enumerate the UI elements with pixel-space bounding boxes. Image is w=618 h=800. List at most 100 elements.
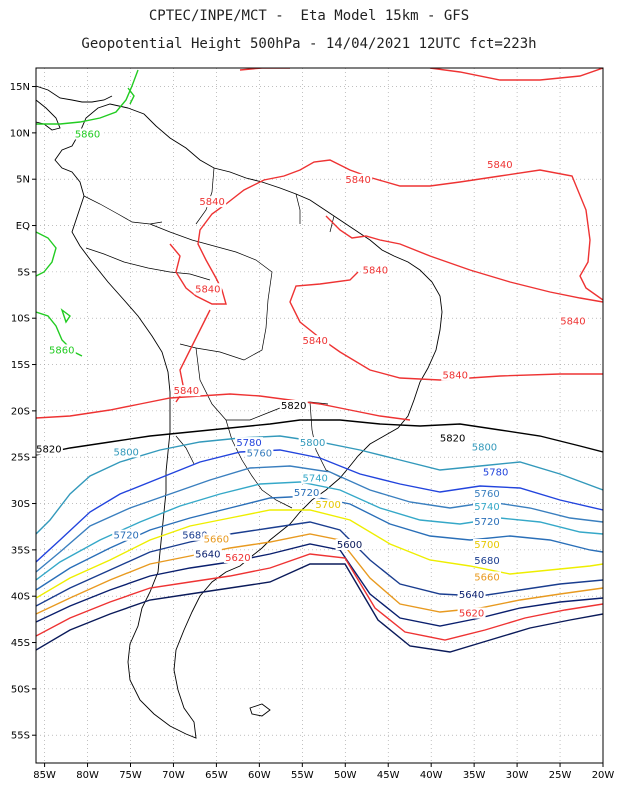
- contour-5800: [36, 435, 603, 535]
- lat-tick-label: 15S: [11, 360, 30, 371]
- contour-label: 5720: [113, 531, 138, 542]
- lon-tick-label: 35W: [463, 770, 486, 781]
- contour-5840-north: [239, 68, 603, 81]
- lat-tick-label: 35S: [11, 545, 30, 556]
- contour-label: 5680: [474, 556, 499, 567]
- contour-label-bg: [457, 589, 486, 601]
- lat-tick-label: 55S: [11, 731, 30, 742]
- contour-label-bg: [473, 488, 502, 500]
- contour-label: 5840: [443, 370, 468, 381]
- contour-label: 5840: [199, 197, 224, 208]
- contour-label: 5740: [474, 502, 499, 513]
- contour-label: 5600: [337, 540, 362, 551]
- contour-label: 5820: [36, 445, 61, 456]
- contour-label-bg: [292, 487, 321, 499]
- map-subtitle: Geopotential Height 500hPa - 14/04/2021 …: [81, 36, 537, 52]
- contour-label-bg: [172, 385, 201, 397]
- contour-label-bg: [202, 533, 231, 545]
- contour-label: 5840: [487, 160, 512, 171]
- contour-5660: [36, 533, 603, 615]
- falkland-islands: [249, 703, 271, 717]
- contour-label-bg: [301, 472, 330, 484]
- contour-label-bg: [112, 446, 141, 458]
- contour-label: 5640: [195, 549, 220, 560]
- map-frame: [35, 67, 604, 764]
- lon-tick-label: 85W: [33, 770, 56, 781]
- south-america-coast: [54, 103, 443, 739]
- contour-label: 5760: [474, 489, 499, 500]
- lat-tick-label: 5S: [17, 267, 30, 278]
- contour-label: 5620: [459, 609, 484, 620]
- map-title: CPTEC/INPE/MCT - Eta Model 15km - GFS: [148, 8, 470, 24]
- contour-label-bg: [335, 539, 364, 551]
- contour-5620: [36, 553, 603, 641]
- contour-label: 5780: [483, 468, 508, 479]
- contour-label: 5820: [440, 433, 465, 444]
- contour-label: 5660: [474, 572, 499, 583]
- lon-tick-label: 30W: [506, 770, 529, 781]
- contour-label: 5860: [49, 345, 74, 356]
- lat-tick-label: 30S: [11, 499, 30, 510]
- contour-label: 5860: [75, 130, 100, 141]
- lat-tick-label: 20S: [11, 406, 30, 417]
- contour-label: 5800: [300, 438, 325, 449]
- contour-label: 5720: [294, 488, 319, 499]
- contour-label-bg: [485, 159, 514, 171]
- contour-5780: [36, 449, 603, 563]
- lon-tick-label: 40W: [420, 770, 443, 781]
- contour-5860-north: [36, 69, 139, 125]
- lon-tick-label: 70W: [162, 770, 185, 781]
- contour-label: 5840: [174, 386, 199, 397]
- contour-label-bg: [473, 539, 502, 551]
- contour-5700: [36, 509, 603, 599]
- contour-5820-red: [36, 393, 411, 421]
- contour-label-bg: [441, 369, 470, 381]
- contour-label-bg: [473, 515, 502, 527]
- contour-label-bg: [470, 441, 499, 453]
- lat-tick-label: 5N: [16, 175, 30, 186]
- contour-label-bg: [344, 173, 373, 185]
- contour-5840-main: [169, 159, 603, 305]
- contour-label-bg: [473, 554, 502, 566]
- contour-labels: 5860 5860 5840 5840 5840 5840 5840 5840 5840 5840…: [34, 128, 587, 620]
- contour-5640: [36, 543, 603, 627]
- contour-label: 5840: [560, 317, 585, 328]
- contour-label-bg: [558, 315, 587, 327]
- contour-label-bg: [112, 529, 141, 541]
- lat-tick-label: 45S: [11, 638, 30, 649]
- contour-label-bg: [457, 607, 486, 619]
- contour-label-bg: [473, 501, 502, 513]
- contour-label-bg: [361, 264, 390, 276]
- contour-label: 5840: [195, 284, 220, 295]
- lon-tick-label: 55W: [291, 770, 314, 781]
- contour-label-bg: [301, 335, 330, 347]
- contour-label: 5620: [225, 553, 250, 564]
- contour-label-bg: [279, 400, 308, 412]
- contour-label-bg: [47, 344, 76, 356]
- contour-label-bg: [245, 447, 274, 459]
- contour-label: 5840: [363, 266, 388, 277]
- contour-label: 5700: [315, 500, 340, 511]
- contour-label-bg: [235, 437, 264, 449]
- contour-label: 5640: [459, 590, 484, 601]
- lat-tick-label: 15N: [10, 82, 30, 93]
- lon-tick-label: 65W: [205, 770, 228, 781]
- lat-tick-label: 50S: [11, 684, 30, 695]
- lat-tick-label: EQ: [16, 221, 30, 232]
- axis-ticks: 85W 80W 75W 70W 65W 60W 55W 50W 45W 40W 35W 30W 25W 2…: [10, 82, 615, 781]
- contour-label: 5820: [281, 401, 306, 412]
- lat-tick-label: 25S: [11, 453, 30, 464]
- contour-5680: [36, 521, 603, 607]
- lon-tick-label: 80W: [76, 770, 99, 781]
- contour-5600: [36, 563, 603, 653]
- contour-label-bg: [180, 529, 209, 541]
- lon-tick-label: 20W: [592, 770, 615, 781]
- lat-tick-label: 10S: [11, 314, 30, 325]
- contour-label: 5720: [474, 517, 499, 528]
- contour-label-bg: [198, 196, 227, 208]
- lat-tick-label: 10N: [10, 128, 30, 139]
- contour-label: 5680: [182, 531, 207, 542]
- grid-lines: [36, 68, 604, 763]
- contour-5820: [36, 419, 603, 456]
